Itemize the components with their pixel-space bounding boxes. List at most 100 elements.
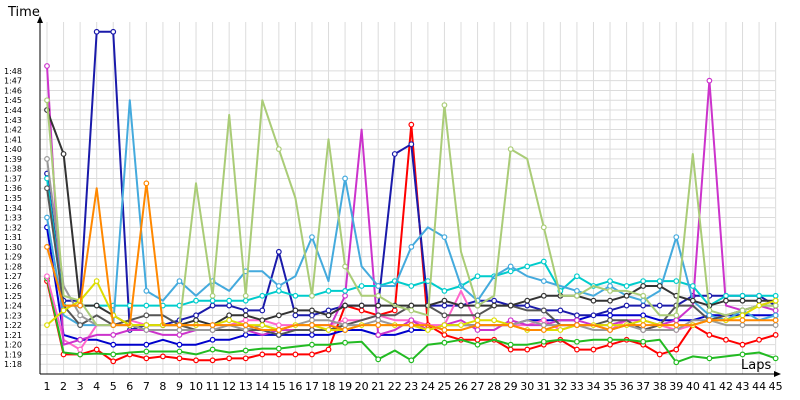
data-point [640,312,647,319]
x-tick-label: 29 [504,380,518,393]
data-point [739,317,746,324]
data-point [772,307,779,314]
data-point [723,297,729,304]
data-point [574,338,580,345]
data-point [209,302,216,309]
y-tick-label: 1:30 [4,243,22,252]
x-tick-label: 35 [603,380,617,393]
data-point [474,302,481,309]
y-tick-label: 1:44 [4,106,22,115]
data-point [193,357,199,364]
x-tick-label: 34 [586,380,600,393]
data-point [375,312,382,319]
data-point [342,339,348,346]
data-point [441,327,448,333]
data-point [408,283,415,289]
data-point [408,322,415,329]
y-tick-label: 1:45 [4,96,22,105]
data-point [176,322,183,329]
y-tick-label: 1:19 [4,350,22,359]
data-point [275,283,282,289]
data-point [309,317,315,324]
data-point [574,292,580,299]
data-point [640,317,647,324]
data-point [275,312,282,319]
data-point [607,322,613,329]
x-tick-label: 28 [487,380,501,393]
x-tick-label: 44 [752,380,766,393]
y-tick-label: 1:25 [4,292,22,301]
data-point [93,28,100,35]
data-point [44,97,50,104]
data-point [209,327,216,333]
data-point [309,234,315,241]
data-point [441,234,448,241]
data-point [441,102,448,109]
data-point [673,234,680,241]
data-point [143,287,150,294]
data-point [408,243,415,250]
data-point [275,146,282,153]
x-tick-label: 31 [537,380,551,393]
data-point [706,331,713,338]
data-point [309,341,315,348]
data-point [160,353,166,360]
data-point [259,307,266,314]
data-point [375,302,382,309]
data-point [756,297,762,304]
y-tick-labels: 1:181:191:201:211:221:231:241:251:261:27… [4,67,22,369]
data-point [590,346,597,353]
data-point [275,345,282,352]
data-point [44,63,50,69]
series [44,275,779,366]
data-point [772,331,779,338]
data-point [441,297,448,304]
data-point [391,307,398,314]
data-point [44,243,50,250]
y-tick-label: 1:40 [4,145,22,154]
data-point [193,297,199,304]
data-point [607,287,613,294]
y-tick-label: 1:39 [4,155,22,164]
data-point [524,297,531,304]
data-point [474,312,481,319]
data-point [77,346,84,353]
data-point [540,292,547,299]
data-point [209,322,216,329]
data-point [673,359,680,366]
data-point [358,302,365,309]
y-tick-label: 1:41 [4,135,22,144]
data-point [739,312,746,319]
data-point [540,307,547,314]
data-point [673,317,680,324]
data-point [242,327,249,333]
x-tick-label: 36 [620,380,634,393]
data-point [673,346,680,353]
data-point [408,357,415,364]
data-point [93,346,100,353]
data-point [275,327,282,333]
data-point [342,292,348,299]
data-point [275,287,282,294]
y-tick-label: 1:48 [4,67,22,76]
data-point [259,322,266,329]
data-point [226,312,233,319]
data-point [408,121,415,128]
data-point [292,351,299,358]
x-tick-labels: 1 2 3 4 5 6 7 8 9 10 11 12 13 14 15 16 17 18 19 20 21 22 23 24 2… [44,380,783,393]
data-point [607,327,613,333]
data-point [342,327,348,333]
data-point [176,327,183,333]
x-tick-label: 30 [520,380,534,393]
series-layer [44,28,779,366]
data-point [507,346,514,353]
x-tick-label: 37 [636,380,650,393]
data-point [342,302,348,309]
x-tick-label: 5 [110,380,117,393]
data-point [474,317,481,324]
data-point [540,327,547,333]
data-point [143,355,150,362]
data-point [143,327,150,333]
data-point [673,322,680,329]
